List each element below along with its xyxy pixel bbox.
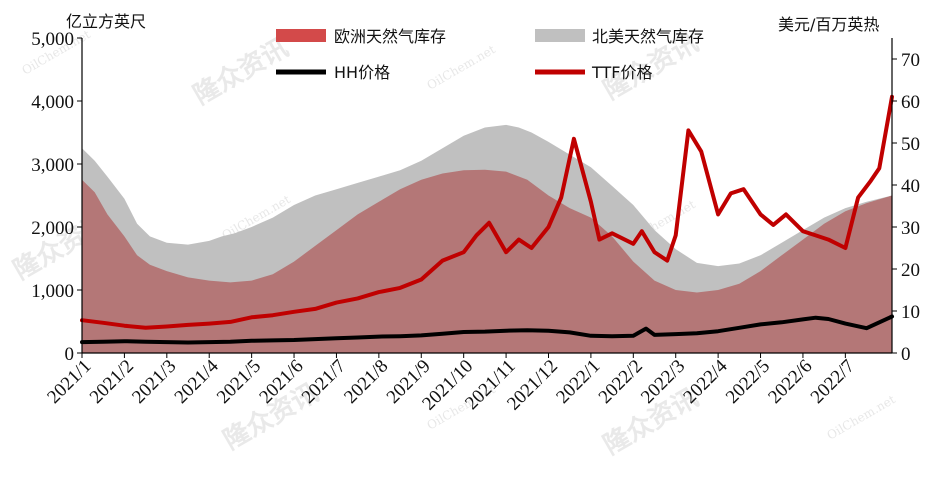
right-tick-label: 60 xyxy=(901,92,920,113)
left-tick-label: 5,000 xyxy=(31,29,74,50)
right-tick-label: 20 xyxy=(901,260,920,281)
svg-text:OilChem.net: OilChem.net xyxy=(825,392,898,442)
right-tick-label: 70 xyxy=(901,50,920,71)
legend: 欧洲天然气库存 北美天然气库存 HH价格 TTF价格 xyxy=(276,27,704,82)
right-tick-label: 50 xyxy=(901,134,920,155)
x-tick-label: 2021/8 xyxy=(340,356,392,408)
x-tick-label: 2021/2 xyxy=(86,356,138,408)
left-tick-label: 3,000 xyxy=(31,155,74,176)
series-line-3 xyxy=(80,94,894,330)
x-tick-label: 2021/5 xyxy=(213,356,265,408)
right-tick-label: 30 xyxy=(901,218,920,239)
x-tick-label: 2021/4 xyxy=(171,355,224,408)
left-tick-label: 2,000 xyxy=(31,218,74,239)
right-tick-label: 10 xyxy=(901,302,920,323)
legend-label-ttf: TTF价格 xyxy=(591,63,652,82)
series-layer xyxy=(80,94,894,354)
legend-label-na-storage: 北美天然气库存 xyxy=(592,27,704,46)
x-tick-label: 2022/6 xyxy=(764,356,816,408)
svg-text:OilChem.net: OilChem.net xyxy=(425,42,498,92)
right-axis-unit-label: 美元/百万英热 xyxy=(778,15,879,34)
right-axis-ticks: 0 10 20 30 40 50 60 70 xyxy=(892,50,920,365)
left-axis-unit-label: 亿立方英尺 xyxy=(66,12,146,31)
x-tick-label: 2022/1 xyxy=(552,356,604,408)
legend-swatch-na-storage xyxy=(535,29,585,42)
series-line-2 xyxy=(80,314,894,345)
left-axis-ticks: 0 1,000 2,000 3,000 4,000 5,000 xyxy=(31,29,82,365)
series-area-1 xyxy=(82,169,892,353)
right-tick-label: 40 xyxy=(901,176,920,197)
right-tick-label: 0 xyxy=(901,344,911,365)
x-tick-label: 2022/2 xyxy=(595,356,647,408)
x-tick-label: 2022/7 xyxy=(807,356,859,408)
x-tick-label: 2022/5 xyxy=(722,356,774,408)
legend-swatch-europe-storage xyxy=(276,29,326,42)
legend-label-hh: HH价格 xyxy=(334,63,390,82)
legend-label-europe-storage: 欧洲天然气库存 xyxy=(334,27,446,46)
left-tick-label: 4,000 xyxy=(31,92,74,113)
left-tick-label: 0 xyxy=(65,344,75,365)
x-tick-label: 2022/4 xyxy=(679,355,732,408)
x-tick-label: 2021/3 xyxy=(128,356,180,408)
left-tick-label: 1,000 xyxy=(31,281,74,302)
